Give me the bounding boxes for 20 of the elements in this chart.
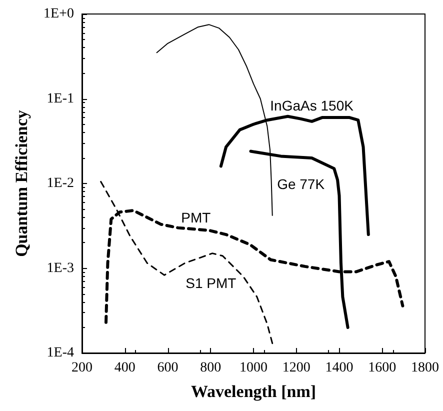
y-tick-label: 1E-1	[46, 91, 74, 106]
y-tick-label: 1E-3	[46, 260, 74, 276]
x-tick-label: 1200	[282, 360, 310, 376]
y-tick-label: 1E-2	[46, 176, 74, 191]
x-tick-label: 1800	[411, 360, 439, 376]
x-tick-label: 400	[114, 360, 136, 376]
x-tick-label: 600	[157, 360, 178, 376]
series-label: InGaAs 150K	[270, 97, 354, 114]
series-label: Ge 77K	[277, 176, 326, 192]
series-label: S1 PMT	[186, 275, 237, 292]
y-axis-title: Quantum Efficiency	[12, 110, 31, 257]
x-axis-title: Wavelength [nm]	[190, 382, 316, 401]
y-tick-label: 1E-4	[46, 346, 74, 360]
y-tick-label: 1E+0	[44, 6, 74, 22]
x-tick-label: 1000	[240, 360, 268, 376]
x-tick-label: 1400	[325, 360, 354, 376]
x-tick-label: 200	[72, 360, 92, 376]
x-tick-label: 800	[200, 360, 222, 376]
x-tick-label: 1600	[368, 360, 396, 376]
series-label: PMT	[181, 209, 212, 226]
